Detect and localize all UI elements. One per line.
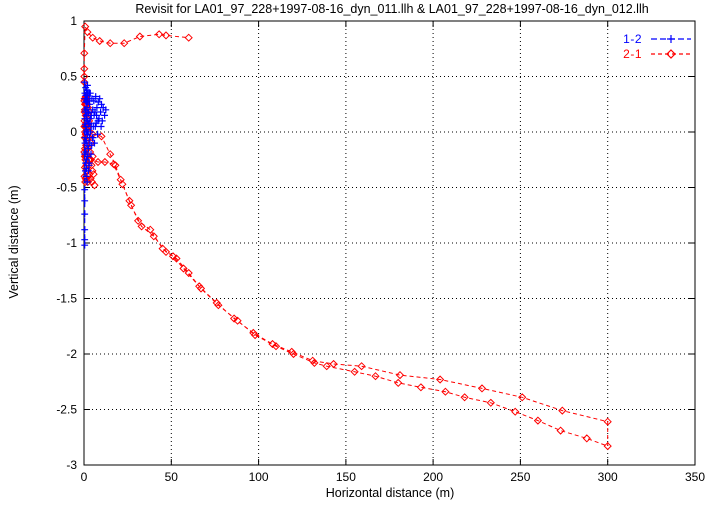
x-tick-label: 300 bbox=[598, 470, 618, 484]
y-tick-label: -3 bbox=[66, 458, 77, 472]
y-tick-label: 0 bbox=[70, 125, 77, 139]
y-tick-label: 0.5 bbox=[60, 70, 77, 84]
y-tick-label: 1 bbox=[70, 14, 77, 28]
x-tick-label: 50 bbox=[165, 470, 179, 484]
x-tick-label: 150 bbox=[336, 470, 356, 484]
y-tick-label: -1 bbox=[66, 236, 77, 250]
legend-item-1-2: 1-2 bbox=[623, 31, 692, 46]
legend-label-2-1: 2-1 bbox=[623, 46, 642, 61]
diamond-icon bbox=[666, 48, 676, 59]
plus-icon bbox=[667, 34, 675, 43]
legend-item-2-1: 2-1 bbox=[623, 46, 692, 61]
plot-border bbox=[83, 20, 696, 466]
y-tick-label: -2 bbox=[66, 347, 77, 361]
y-tick-label: -0.5 bbox=[56, 181, 77, 195]
legend-sample-line-2-1 bbox=[651, 48, 691, 59]
tick-labels: 0 50 100 150 200 250 300 350 1 0.5 0 -0.5 -1 -1.5 -2 -2… bbox=[56, 14, 705, 484]
x-tick-label: 200 bbox=[423, 470, 443, 484]
x-axis-label: Horizontal distance (m) bbox=[325, 486, 455, 500]
axis-ticks bbox=[83, 20, 696, 466]
legend-sample-line-1-2 bbox=[651, 34, 691, 43]
legend: 1-2 2-1 bbox=[623, 31, 692, 61]
x-tick-label: 100 bbox=[249, 470, 269, 484]
series-1-2 bbox=[81, 78, 110, 249]
legend-label-1-2: 1-2 bbox=[623, 31, 642, 46]
x-tick-label: 250 bbox=[510, 470, 530, 484]
plus-markers bbox=[81, 78, 110, 249]
y-tick-label: -2.5 bbox=[56, 403, 77, 417]
y-tick-label: -1.5 bbox=[56, 292, 77, 306]
x-tick-label: 350 bbox=[685, 470, 705, 484]
x-tick-label: 0 bbox=[81, 470, 88, 484]
chart-title: Revisit for LA01_97_228+1997-08-16_dyn_0… bbox=[135, 2, 649, 16]
grid-lines bbox=[84, 21, 695, 465]
